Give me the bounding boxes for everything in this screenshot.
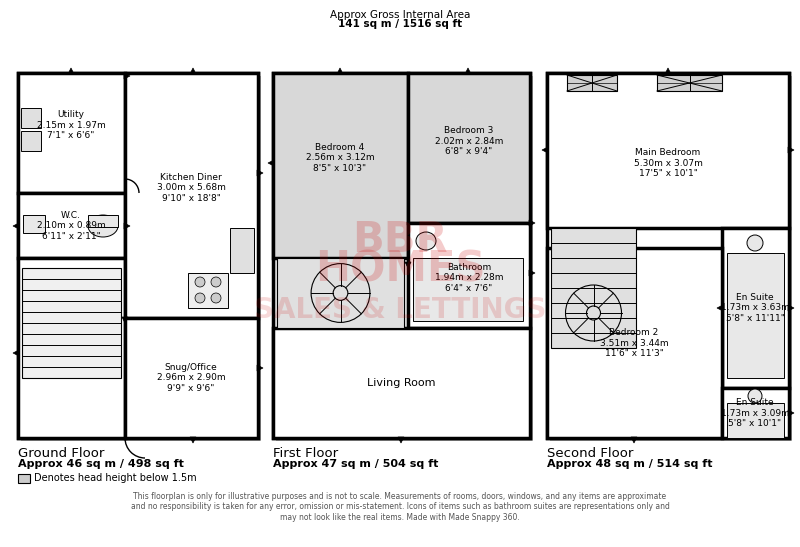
Circle shape — [211, 293, 221, 303]
Polygon shape — [190, 68, 196, 74]
Circle shape — [195, 277, 205, 287]
Text: Bathroom
1.94m x 2.28m
6'4" x 7'6": Bathroom 1.94m x 2.28m 6'4" x 7'6" — [434, 263, 503, 293]
Bar — [18, 73, 125, 193]
Polygon shape — [631, 437, 637, 443]
Text: First Floor: First Floor — [273, 447, 338, 460]
Bar — [547, 248, 722, 438]
Text: Bedroom 3
2.02m x 2.84m
6'8" x 9'4": Bedroom 3 2.02m x 2.84m 6'8" x 9'4" — [435, 126, 503, 156]
Polygon shape — [68, 68, 74, 74]
Text: Utility
2.15m x 1.97m
7'1" x 6'6": Utility 2.15m x 1.97m 7'1" x 6'6" — [37, 110, 106, 140]
Text: This floorplan is only for illustrative purposes and is not to scale. Measuremen: This floorplan is only for illustrative … — [130, 492, 670, 522]
Text: Bedroom 2
3.51m x 3.44m
11'6" x 11'3": Bedroom 2 3.51m x 3.44m 11'6" x 11'3" — [600, 328, 668, 358]
Bar — [408, 73, 530, 223]
Bar — [88, 215, 118, 227]
Polygon shape — [122, 317, 128, 323]
Ellipse shape — [88, 215, 118, 237]
Polygon shape — [788, 410, 794, 416]
Bar — [567, 75, 617, 91]
Text: Ground Floor: Ground Floor — [18, 447, 104, 460]
Polygon shape — [529, 270, 535, 276]
Text: Snug/Office
2.96m x 2.90m
9'9" x 9'6": Snug/Office 2.96m x 2.90m 9'9" x 9'6" — [157, 363, 226, 393]
Bar — [18, 258, 125, 438]
Text: W.C.
2.10m x 0.89m
6'11" x 2'11": W.C. 2.10m x 0.89m 6'11" x 2'11" — [37, 211, 106, 241]
Polygon shape — [529, 220, 535, 226]
Text: BBR: BBR — [352, 219, 448, 261]
Bar — [722, 228, 789, 388]
Text: Approx 48 sq m / 514 sq ft: Approx 48 sq m / 514 sq ft — [547, 459, 713, 469]
Circle shape — [747, 235, 763, 251]
Ellipse shape — [416, 232, 436, 250]
Text: Approx 47 sq m / 504 sq ft: Approx 47 sq m / 504 sq ft — [273, 459, 438, 469]
Circle shape — [195, 293, 205, 303]
Polygon shape — [665, 68, 671, 74]
Bar — [273, 73, 408, 258]
Text: Living Room: Living Room — [366, 378, 435, 388]
Bar — [276, 76, 533, 441]
Bar — [125, 73, 258, 318]
Bar — [21, 131, 41, 151]
Bar — [547, 73, 789, 438]
Text: Main Bedroom
5.30m x 3.07m
17'5" x 10'1": Main Bedroom 5.30m x 3.07m 17'5" x 10'1" — [634, 148, 702, 178]
Polygon shape — [788, 305, 794, 311]
Bar — [230, 228, 254, 273]
Polygon shape — [268, 160, 274, 166]
Bar — [23, 215, 45, 233]
Polygon shape — [124, 73, 130, 79]
Bar — [547, 73, 789, 228]
Polygon shape — [542, 147, 548, 153]
Text: SALES & LETTINGS: SALES & LETTINGS — [254, 296, 546, 324]
Bar — [188, 273, 228, 308]
Text: Approx 46 sq m / 498 sq ft: Approx 46 sq m / 498 sq ft — [18, 459, 184, 469]
Text: Bedroom 4
2.56m x 3.12m
8'5" x 10'3": Bedroom 4 2.56m x 3.12m 8'5" x 10'3" — [306, 143, 374, 173]
Text: Approx Gross Internal Area: Approx Gross Internal Area — [330, 10, 470, 20]
Bar — [18, 474, 30, 483]
Polygon shape — [190, 437, 196, 443]
Bar — [550, 76, 792, 441]
Bar — [125, 318, 258, 438]
Polygon shape — [13, 223, 19, 229]
Polygon shape — [257, 170, 263, 176]
Bar — [722, 388, 789, 438]
Bar — [273, 328, 530, 438]
Bar — [551, 228, 636, 348]
Bar — [21, 76, 261, 441]
Bar — [22, 268, 121, 378]
Bar — [727, 253, 784, 378]
Polygon shape — [405, 262, 411, 268]
Polygon shape — [398, 437, 404, 443]
Text: En Suite
1.73m x 3.63m
5'8" x 11'11": En Suite 1.73m x 3.63m 5'8" x 11'11" — [721, 293, 790, 323]
Bar — [727, 403, 784, 438]
Bar — [657, 75, 722, 91]
Polygon shape — [257, 365, 263, 371]
Bar — [413, 258, 523, 321]
Polygon shape — [124, 223, 130, 229]
Polygon shape — [337, 68, 343, 74]
Text: Second Floor: Second Floor — [547, 447, 634, 460]
Polygon shape — [788, 147, 794, 153]
Bar — [277, 258, 404, 328]
Text: HOMES: HOMES — [314, 249, 486, 291]
Bar — [18, 73, 258, 438]
Bar — [18, 193, 125, 258]
Bar — [408, 223, 530, 328]
Polygon shape — [465, 68, 471, 74]
Text: 141 sq m / 1516 sq ft: 141 sq m / 1516 sq ft — [338, 19, 462, 29]
Polygon shape — [13, 350, 19, 356]
Polygon shape — [717, 305, 723, 311]
Text: Kitchen Diner
3.00m x 5.68m
9'10" x 18'8": Kitchen Diner 3.00m x 5.68m 9'10" x 18'8… — [157, 173, 226, 203]
Circle shape — [211, 277, 221, 287]
Circle shape — [748, 389, 762, 403]
Bar — [21, 108, 41, 128]
Text: En Suite
1.73m x 3.09m
5'8" x 10'1": En Suite 1.73m x 3.09m 5'8" x 10'1" — [721, 398, 790, 428]
Text: Denotes head height below 1.5m: Denotes head height below 1.5m — [34, 473, 197, 483]
Bar — [273, 73, 530, 438]
